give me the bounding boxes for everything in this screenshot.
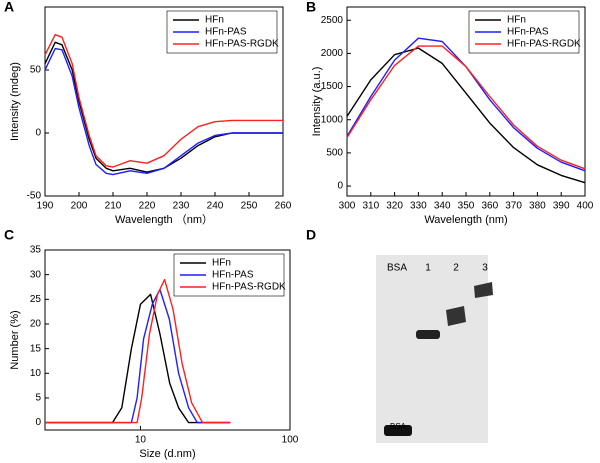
y-tick-label: 15: [30, 343, 42, 354]
band-label: BSA: [390, 422, 407, 431]
y-tick-label: 0: [337, 181, 343, 192]
lane-label: 1: [425, 263, 431, 274]
y-tick-label: 0: [35, 128, 41, 139]
x-tick-label: 370: [505, 201, 522, 212]
x-tick-label: 400: [577, 201, 594, 212]
y-tick-label: 2500: [321, 15, 344, 26]
y-tick-label: 1000: [321, 114, 344, 125]
legend-label: HFn-PAS: [507, 27, 549, 38]
x-tick-label: 240: [207, 201, 224, 212]
y-axis-title: Intensity (mdeg): [9, 62, 21, 141]
y-tick-label: 30: [30, 269, 42, 280]
x-tick-label: 220: [139, 201, 156, 212]
gel-band: [446, 306, 466, 326]
y-axis-title: Intensity (a.u.): [311, 67, 323, 137]
gel-image: [376, 255, 488, 443]
x-tick-label: 380: [529, 201, 546, 212]
y-tick-label: 5: [35, 393, 41, 404]
plot-frame: [44, 249, 291, 431]
panel-label: A: [4, 0, 14, 15]
y-tick-label: 10: [30, 368, 42, 379]
x-tick-label: 360: [481, 201, 498, 212]
panel-label: B: [306, 0, 316, 15]
x-tick-label: 230: [173, 201, 190, 212]
y-axis-title: Number (%): [9, 310, 21, 369]
y-tick-label: -50: [27, 191, 42, 202]
data-line: [346, 47, 586, 184]
legend-label: HFn-PAS-RGDK: [212, 282, 286, 293]
x-tick-label: 210: [105, 201, 122, 212]
y-tick-label: 500: [326, 148, 343, 159]
x-tick-label: 190: [37, 201, 54, 212]
lane-label: BSA: [387, 263, 407, 274]
y-tick-label: 25: [30, 294, 42, 305]
panel-label: D: [306, 227, 316, 243]
data-line: [44, 34, 283, 168]
x-axis-title: Wavelength (nm): [424, 214, 507, 226]
x-tick-label: 300: [339, 201, 356, 212]
x-axis-title: Size (d.nm): [139, 448, 195, 460]
x-tick-label: 10: [135, 435, 147, 446]
plot-frame: [44, 6, 284, 197]
gel-band: [474, 282, 493, 298]
legend-label: HFn-PAS: [205, 27, 247, 38]
x-tick-label: 320: [386, 201, 403, 212]
panel-label: C: [4, 227, 14, 243]
lane-label: 3: [482, 263, 488, 274]
gel: BSA 1 2 3 BSA: [376, 255, 493, 443]
legend-label: HFn-PAS: [212, 270, 254, 281]
legend-label: HFn-PAS-RGDK: [205, 39, 279, 50]
x-tick-label: 200: [71, 201, 88, 212]
x-tick-label: 250: [241, 201, 258, 212]
legend-label: HFn: [507, 15, 526, 26]
legend-label: HFn: [205, 15, 224, 26]
legend-label: HFn: [212, 258, 231, 269]
x-tick-label: 260: [275, 201, 292, 212]
data-line: [44, 47, 283, 176]
gel-band: [416, 330, 440, 339]
gel-band: [384, 425, 412, 436]
x-tick-label: 390: [553, 201, 570, 212]
x-tick-label: 310: [362, 201, 379, 212]
data-line: [44, 41, 283, 173]
data-line: [45, 293, 231, 424]
y-tick-label: 50: [30, 65, 42, 76]
x-tick-label: 330: [410, 201, 427, 212]
data-line: [45, 278, 231, 424]
x-tick-label: 100: [282, 435, 299, 446]
x-axis-title: Wavelength （nm）: [115, 213, 213, 226]
y-tick-label: 0: [35, 417, 41, 428]
legend-label: HFn-PAS-RGDK: [507, 39, 581, 50]
lane-label: 2: [453, 263, 459, 274]
y-tick-label: 2000: [321, 48, 344, 59]
y-tick-label: 35: [30, 245, 42, 256]
x-tick-label: 340: [434, 201, 451, 212]
data-line: [346, 45, 586, 170]
x-tick-label: 350: [458, 201, 475, 212]
y-tick-label: 1500: [321, 81, 344, 92]
y-tick-label: 20: [30, 319, 42, 330]
